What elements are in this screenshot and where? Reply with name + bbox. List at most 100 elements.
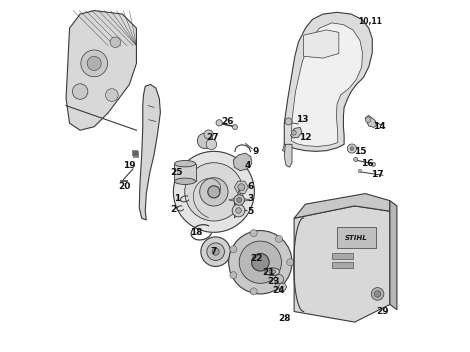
Circle shape <box>287 259 294 266</box>
Polygon shape <box>284 144 292 167</box>
Text: 24: 24 <box>273 286 285 295</box>
Circle shape <box>365 117 371 122</box>
Text: 18: 18 <box>190 228 203 237</box>
Polygon shape <box>234 203 238 209</box>
Text: 14: 14 <box>373 122 385 131</box>
Text: 1: 1 <box>174 194 180 203</box>
Bar <box>132 150 133 155</box>
Polygon shape <box>278 283 287 290</box>
Text: 28: 28 <box>278 314 290 323</box>
Polygon shape <box>237 189 241 196</box>
Text: 4: 4 <box>244 161 251 170</box>
Polygon shape <box>294 206 390 322</box>
Polygon shape <box>242 209 247 212</box>
Text: 29: 29 <box>376 307 389 316</box>
Polygon shape <box>174 164 196 181</box>
Text: 20: 20 <box>118 182 130 191</box>
Circle shape <box>233 125 237 130</box>
Circle shape <box>285 118 292 125</box>
Ellipse shape <box>269 270 276 274</box>
Circle shape <box>201 237 230 266</box>
Circle shape <box>204 130 213 139</box>
Circle shape <box>81 50 108 77</box>
Text: 17: 17 <box>371 170 384 179</box>
Ellipse shape <box>265 268 280 276</box>
Bar <box>133 151 134 157</box>
Circle shape <box>216 120 222 126</box>
Text: 10,11: 10,11 <box>359 17 383 26</box>
Circle shape <box>371 288 384 300</box>
Text: 27: 27 <box>206 133 219 142</box>
Text: 9: 9 <box>253 147 259 156</box>
Text: 16: 16 <box>361 159 373 168</box>
Circle shape <box>230 272 237 279</box>
Circle shape <box>234 195 244 205</box>
Text: STIHL: STIHL <box>345 234 368 241</box>
Circle shape <box>353 157 358 162</box>
Circle shape <box>87 56 101 70</box>
Circle shape <box>238 184 245 191</box>
Polygon shape <box>337 227 376 248</box>
Circle shape <box>110 37 121 48</box>
Circle shape <box>275 282 282 289</box>
Circle shape <box>232 204 245 217</box>
Circle shape <box>72 84 88 99</box>
Text: 21: 21 <box>262 268 274 277</box>
Circle shape <box>274 275 283 284</box>
Circle shape <box>371 162 376 166</box>
Text: 6: 6 <box>248 182 254 191</box>
Text: 2: 2 <box>170 205 177 214</box>
Text: 3: 3 <box>248 194 254 203</box>
Text: 13: 13 <box>296 115 308 124</box>
Circle shape <box>200 178 228 206</box>
Circle shape <box>291 130 296 135</box>
Polygon shape <box>284 12 372 151</box>
Bar <box>137 151 138 157</box>
Circle shape <box>229 231 292 294</box>
Text: 26: 26 <box>222 117 234 126</box>
Polygon shape <box>290 127 302 138</box>
Polygon shape <box>294 194 390 218</box>
Circle shape <box>230 246 237 253</box>
Circle shape <box>208 186 220 198</box>
Circle shape <box>207 243 225 260</box>
Circle shape <box>275 235 282 243</box>
Circle shape <box>250 230 257 237</box>
Text: 25: 25 <box>171 168 183 177</box>
Circle shape <box>173 151 254 232</box>
Circle shape <box>375 291 381 297</box>
Polygon shape <box>139 84 160 220</box>
Polygon shape <box>234 212 238 218</box>
Bar <box>332 253 353 259</box>
Text: 23: 23 <box>267 277 280 286</box>
Bar <box>136 150 137 155</box>
Polygon shape <box>233 153 252 171</box>
Polygon shape <box>390 201 397 310</box>
Circle shape <box>239 241 282 283</box>
Polygon shape <box>291 23 362 146</box>
Polygon shape <box>282 144 291 152</box>
Circle shape <box>358 169 362 173</box>
Bar <box>135 151 136 157</box>
Text: 22: 22 <box>250 254 262 263</box>
Polygon shape <box>304 30 339 58</box>
Polygon shape <box>365 115 376 127</box>
Circle shape <box>350 147 353 150</box>
Circle shape <box>206 139 217 150</box>
Circle shape <box>250 288 257 295</box>
Circle shape <box>235 208 241 213</box>
Bar <box>134 150 135 155</box>
Polygon shape <box>229 198 235 202</box>
Ellipse shape <box>174 178 196 184</box>
Text: 12: 12 <box>299 133 312 142</box>
Ellipse shape <box>174 161 196 167</box>
Bar <box>332 262 353 268</box>
Text: 15: 15 <box>354 147 366 156</box>
Polygon shape <box>243 198 250 202</box>
Circle shape <box>105 89 118 101</box>
Polygon shape <box>66 11 136 130</box>
Text: 7: 7 <box>211 247 217 256</box>
Circle shape <box>197 133 213 149</box>
Polygon shape <box>237 204 241 210</box>
Circle shape <box>347 144 356 153</box>
